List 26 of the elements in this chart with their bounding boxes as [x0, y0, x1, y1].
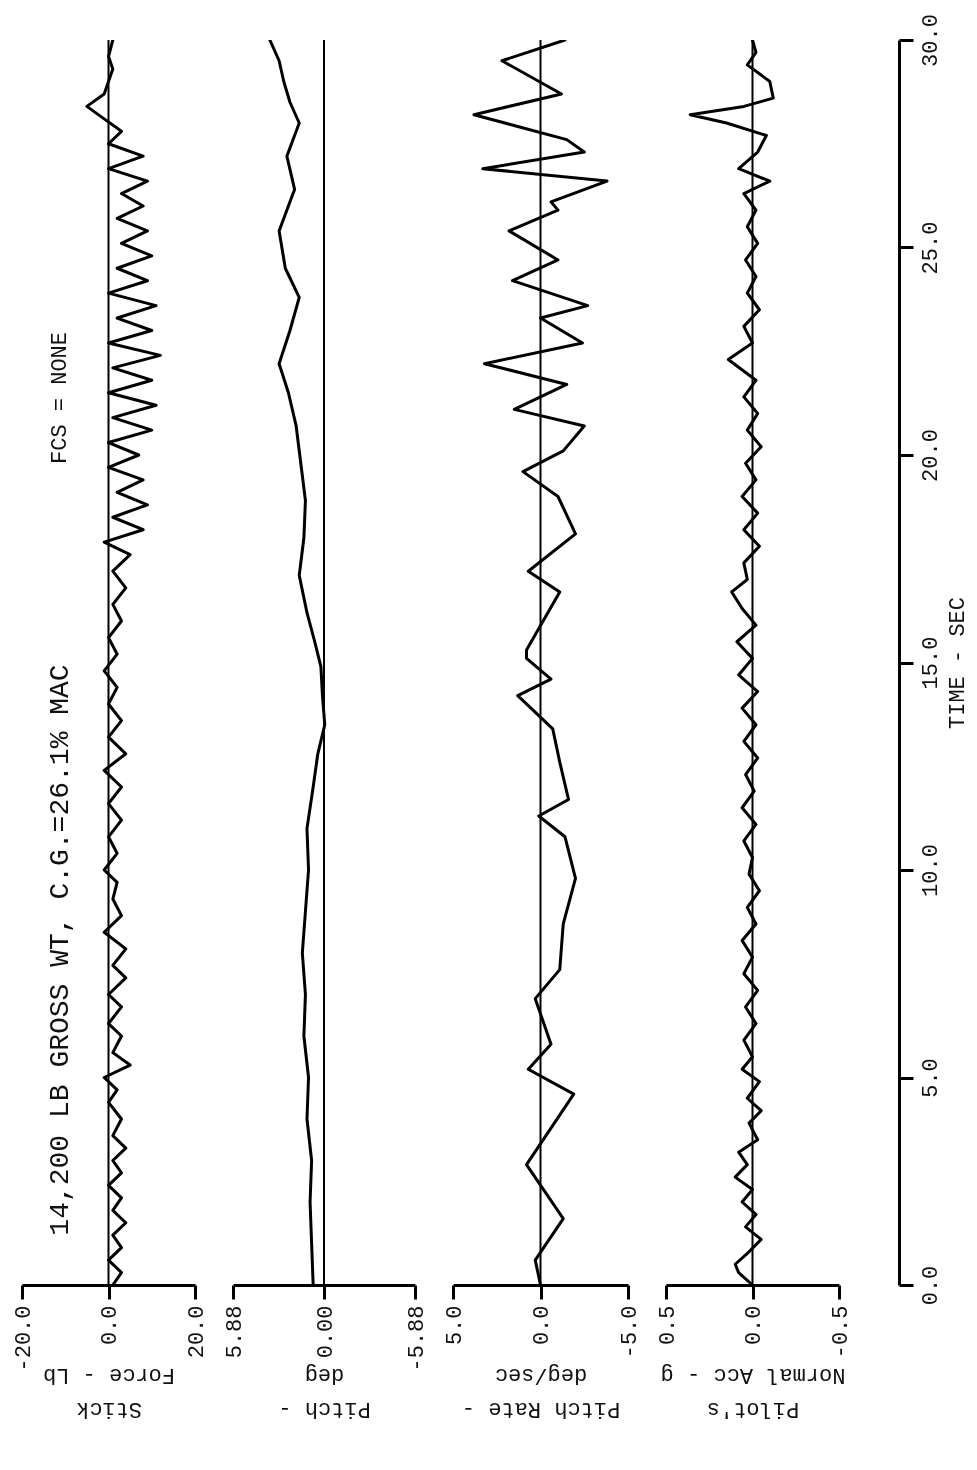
y-tick-label: 30.0	[918, 14, 944, 67]
y-tick-label: 20.0	[918, 429, 944, 482]
x-tick-label: 0.0	[530, 1305, 555, 1346]
y-axis-title: TIME - SEC	[945, 596, 971, 730]
text: FCS = NONE	[47, 331, 73, 465]
x-axis-title: Pilot's Normal Acc - g	[660, 1361, 846, 1421]
x-axis-title: Stick Force - Lb	[42, 1361, 176, 1421]
x-tick-label: 0.00	[313, 1305, 339, 1359]
x-tick-label: 5.0	[442, 1305, 468, 1346]
y-tick-label: 10.0	[918, 844, 944, 897]
x-tick-label: 5.88	[222, 1305, 248, 1359]
x-tick-label: -5.88	[404, 1305, 430, 1372]
y-tick-label: 25.0	[918, 221, 944, 275]
x-tick-label: -20.0	[11, 1305, 37, 1372]
text: 14,200 LB GROSS WT, C.G.=26.1% MAC	[44, 664, 76, 1236]
y-tick-label: 0.0	[918, 1265, 944, 1306]
x-tick-label: 0.5	[655, 1305, 681, 1346]
y-tick-label: 5.0	[918, 1058, 944, 1098]
x-tick-label: 0.0	[742, 1305, 767, 1346]
x-tick-label: 20.0	[184, 1305, 210, 1359]
x-tick-label: -5.0	[617, 1305, 643, 1359]
x-axis-title: Pitch - deg	[278, 1361, 371, 1421]
x-tick-label: -0.5	[828, 1305, 854, 1359]
x-tick-label: 0.0	[98, 1305, 123, 1346]
x-axis-title: Pitch Rate - deg/sec	[461, 1361, 621, 1421]
y-tick-label: 15.0	[918, 636, 944, 690]
